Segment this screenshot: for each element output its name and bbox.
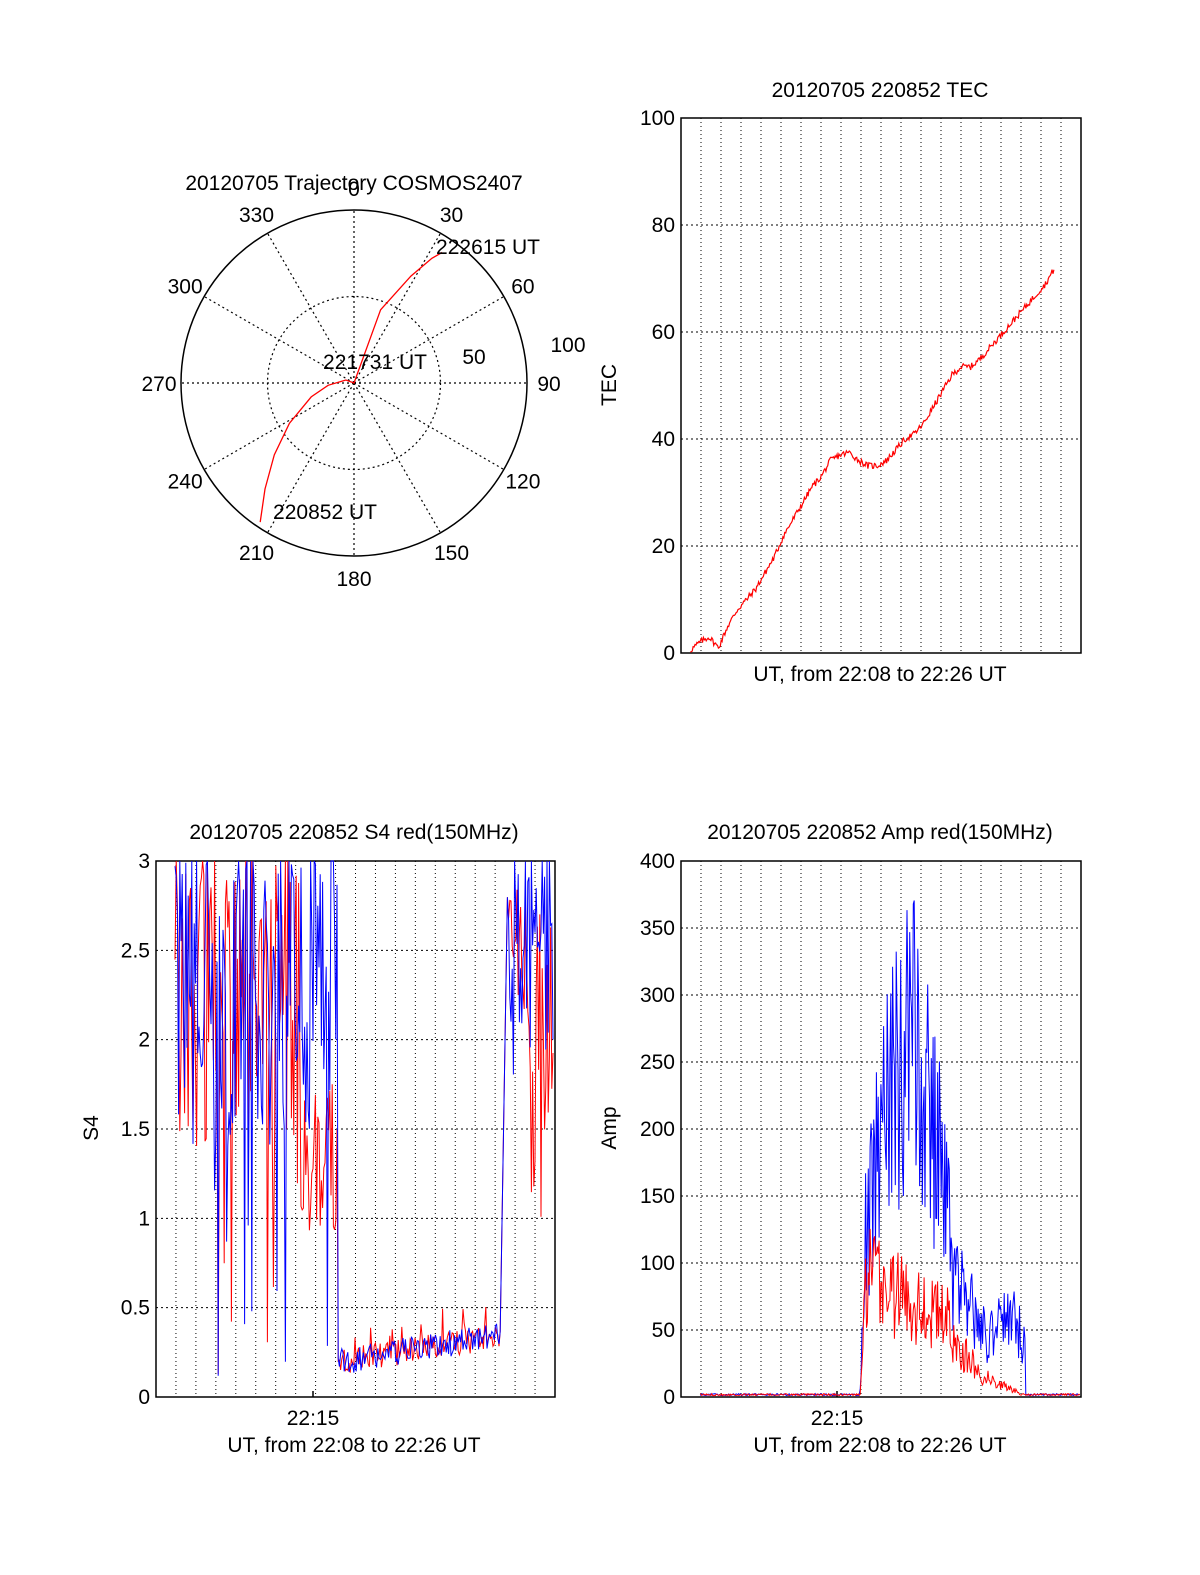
polar-radius-label: 100	[550, 334, 585, 357]
tec-ytick-label: 40	[652, 428, 675, 451]
tec-chart: 20120705 220852 TEC UT, from 22:08 to 22…	[598, 79, 1082, 686]
tec-ytick-label: 60	[652, 321, 675, 344]
tec-ytick-label: 80	[652, 214, 675, 237]
polar-angle-label: 0	[348, 178, 360, 201]
amp-xtick-label: 22:15	[811, 1407, 864, 1430]
tec-ytick-label: 0	[663, 642, 675, 665]
polar-title: 20120705 Trajectory COSMOS2407	[185, 172, 522, 195]
polar-angle-label: 180	[336, 568, 371, 591]
polar-outer-circle	[180, 209, 528, 557]
s4-ytick-label: 3	[138, 850, 150, 873]
tec-plot-frame	[680, 117, 1082, 654]
trajectory-time-label: 220852 UT	[273, 501, 377, 524]
amp-ytick-label: 250	[640, 1051, 675, 1074]
polar-angle-label: 90	[537, 373, 560, 396]
s4-xtick-label: 22:15	[287, 1407, 340, 1430]
amp-blue-series	[700, 900, 1081, 1397]
polar-angle-label: 30	[440, 204, 463, 227]
amp-red-series	[699, 1228, 1081, 1397]
tec-ylabel: TEC	[598, 364, 621, 406]
amp-ylabel: Amp	[598, 1106, 621, 1149]
s4-ytick-label: 1	[138, 1207, 150, 1230]
s4-ytick-label: 2	[138, 1029, 150, 1052]
s4-ytick-label: 0.5	[121, 1297, 150, 1320]
polar-spoke	[353, 382, 505, 471]
s4-ylabel: S4	[80, 1115, 103, 1141]
amp-ytick-label: 400	[640, 850, 675, 873]
polar-angle-label: 210	[239, 542, 274, 565]
polar-spoke	[203, 295, 355, 384]
s4-blue-series	[174, 860, 554, 1376]
amp-ytick-label: 50	[652, 1319, 675, 1342]
polar-angle-label: 120	[505, 471, 540, 494]
amp-ytick-label: 0	[663, 1386, 675, 1409]
s4-ytick-label: 1.5	[121, 1118, 150, 1141]
trajectory-time-label: 221731 UT	[323, 351, 427, 374]
amp-chart: 20120705 220852 Amp red(150MHz) 22:15 UT…	[598, 821, 1082, 1457]
polar-spoke	[203, 382, 355, 471]
polar-angle-label: 330	[239, 204, 274, 227]
polar-spoke	[353, 232, 442, 384]
s4-red-series	[174, 860, 554, 1374]
polar-angle-label: 270	[141, 373, 176, 396]
amp-ytick-label: 200	[640, 1118, 675, 1141]
polar-angle-label: 240	[168, 471, 203, 494]
polar-radius-label: 50	[462, 346, 485, 369]
amp-title: 20120705 220852 Amp red(150MHz)	[707, 821, 1053, 844]
s4-chart: 20120705 220852 S4 red(150MHz) 22:15 UT,…	[80, 821, 556, 1457]
polar-angle-label: 300	[168, 276, 203, 299]
s4-plot-frame	[155, 860, 556, 1398]
amp-ytick-label: 350	[640, 917, 675, 940]
polar-angle-label: 60	[511, 276, 534, 299]
polar-spoke	[353, 382, 442, 534]
amp-ytick-label: 300	[640, 984, 675, 1007]
polar-trajectory-chart: 20120705 Trajectory COSMOS2407 0 30 60 90 12…	[141, 172, 585, 591]
amp-ytick-label: 150	[640, 1185, 675, 1208]
polar-spoke	[266, 382, 355, 534]
tec-ytick-label: 20	[652, 535, 675, 558]
amp-plot-frame	[680, 860, 1082, 1398]
amp-xlabel: UT, from 22:08 to 22:26 UT	[753, 1434, 1006, 1457]
polar-spoke	[266, 232, 355, 384]
s4-ytick-label: 2.5	[121, 939, 150, 962]
tec-series-line	[690, 269, 1055, 653]
s4-ytick-label: 0	[138, 1386, 150, 1409]
s4-title: 20120705 220852 S4 red(150MHz)	[189, 821, 518, 844]
polar-angle-label: 150	[434, 542, 469, 565]
tec-xlabel: UT, from 22:08 to 22:26 UT	[753, 663, 1006, 686]
tec-title: 20120705 220852 TEC	[772, 79, 989, 102]
trajectory-time-label: 222615 UT	[436, 236, 540, 259]
trajectory-line	[259, 251, 443, 523]
polar-spoke	[353, 295, 505, 384]
amp-ytick-label: 100	[640, 1252, 675, 1275]
s4-xlabel: UT, from 22:08 to 22:26 UT	[227, 1434, 480, 1457]
tec-ytick-label: 100	[640, 107, 675, 130]
